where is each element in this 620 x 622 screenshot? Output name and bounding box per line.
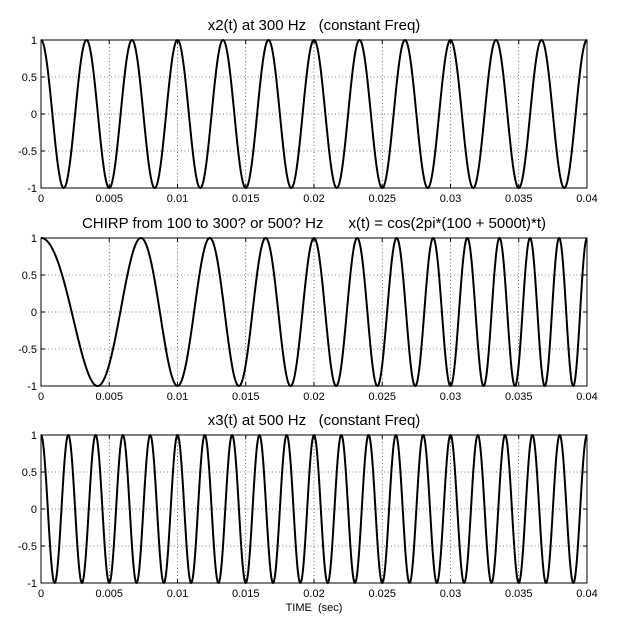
x-tick-label: 0.01 — [167, 193, 188, 205]
x-tick-label: 0.02 — [303, 391, 324, 403]
x-tick-label: 0 — [38, 391, 44, 403]
x-tick-label: 0.02 — [303, 193, 324, 205]
chart-title: CHIRP from 100 to 300? or 500? Hz x(t) =… — [82, 215, 546, 232]
x-tick-label: 0.025 — [368, 391, 396, 403]
x-tick-label: 0.03 — [440, 588, 461, 600]
chart-title: x3(t) at 500 Hz (constant Freq) — [208, 412, 421, 429]
y-tick-label: 0.5 — [22, 467, 37, 479]
y-tick-label: -1 — [27, 183, 37, 195]
subplot-500hz: 0 0.005 0.01 0.015 0.02 0.025 0.03 0.035 0.04 1 0.… — [18, 412, 598, 614]
y-tick-label: 1 — [31, 430, 37, 442]
x-tick-label: 0 — [38, 193, 44, 205]
x-tick-label: 0.03 — [440, 193, 461, 205]
x-tick-label: 0.005 — [95, 391, 123, 403]
x-tick-label: 0.01 — [167, 588, 188, 600]
x-tick-label: 0.015 — [232, 588, 260, 600]
x-tick-label: 0.04 — [576, 391, 597, 403]
y-tick-label: -0.5 — [18, 344, 37, 356]
y-tick-label: -0.5 — [18, 146, 37, 158]
y-tick-label: -0.5 — [18, 541, 37, 553]
y-tick-label: 0 — [31, 504, 37, 516]
x-tick-label: 0.025 — [368, 193, 396, 205]
x-tick-label: 0.015 — [232, 391, 260, 403]
y-tick-label: -1 — [27, 578, 37, 590]
x-tick-label: 0.005 — [95, 193, 123, 205]
x-tick-label: 0.035 — [505, 588, 533, 600]
subplot-300hz: 0 0.005 0.01 0.015 0.02 0.025 0.03 0.035 0.04 1 0.… — [18, 17, 598, 205]
y-tick-label: 0 — [31, 109, 37, 121]
y-tick-label: 0 — [31, 307, 37, 319]
x-tick-label: 0 — [38, 588, 44, 600]
x-axis-label: TIME (sec) — [286, 602, 343, 614]
chart-title: x2(t) at 300 Hz (constant Freq) — [208, 17, 421, 34]
x-tick-label: 0.04 — [576, 588, 597, 600]
y-tick-label: 0.5 — [22, 72, 37, 84]
y-tick-label: 0.5 — [22, 270, 37, 282]
y-tick-label: 1 — [31, 35, 37, 47]
x-tick-label: 0.015 — [232, 193, 260, 205]
x-tick-label: 0.035 — [505, 391, 533, 403]
x-tick-label: 0.005 — [95, 588, 123, 600]
y-tick-label: 1 — [31, 233, 37, 245]
x-tick-label: 0.035 — [505, 193, 533, 205]
y-tick-label: -1 — [27, 381, 37, 393]
x-tick-label: 0.04 — [576, 193, 597, 205]
x-tick-label: 0.02 — [303, 588, 324, 600]
x-tick-label: 0.03 — [440, 391, 461, 403]
subplot-chirp: 0 0.005 0.01 0.015 0.02 0.025 0.03 0.035 0.04 1 0.… — [18, 215, 598, 403]
x-tick-label: 0.01 — [167, 391, 188, 403]
x-tick-label: 0.025 — [368, 588, 396, 600]
